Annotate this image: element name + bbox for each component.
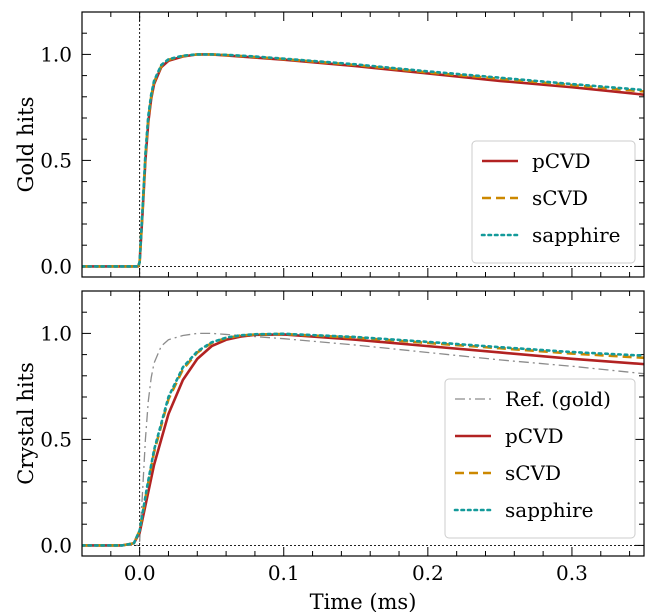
y-tick-label: 1.0 bbox=[40, 42, 72, 66]
plot-frame bbox=[81, 11, 645, 278]
legend-label-scvd: sCVD bbox=[532, 186, 588, 210]
x-axis-label: Time (ms) bbox=[310, 590, 417, 612]
legend: Ref. (gold) pCVD sCVD sapphire bbox=[444, 378, 636, 539]
legend-label-pcvd: pCVD bbox=[505, 424, 564, 448]
y-tick-label: 0.0 bbox=[40, 254, 72, 278]
y-tick-label: 0.5 bbox=[40, 148, 72, 172]
x-tick-label: 0.2 bbox=[412, 561, 444, 585]
legend-label-sapphire: sapphire bbox=[505, 498, 593, 522]
crystal-hits-panel: 0.0 0.5 1.0 0.0 0.1 0.2 0.3 Crystal hits Time (m… bbox=[14, 290, 645, 612]
y-tick-label: 0.0 bbox=[40, 533, 72, 557]
x-tick-label: 0.0 bbox=[124, 561, 156, 585]
series-group bbox=[82, 53, 644, 268]
legend-box bbox=[444, 378, 636, 539]
legend-label-ref-gold: Ref. (gold) bbox=[505, 387, 611, 411]
legend-label-sapphire: sapphire bbox=[532, 223, 620, 247]
series-line-ref-gold bbox=[82, 332, 644, 547]
y-axis-label: Gold hits bbox=[14, 97, 38, 193]
legend: pCVD sCVD sapphire bbox=[471, 140, 636, 264]
legend-label-pcvd: pCVD bbox=[532, 149, 591, 173]
series-group bbox=[82, 332, 644, 547]
legend-label-scvd: sCVD bbox=[505, 461, 561, 485]
y-tick-label: 0.5 bbox=[40, 427, 72, 451]
legend-box bbox=[471, 140, 636, 264]
x-tick-label: 0.3 bbox=[556, 561, 588, 585]
y-axis-label: Crystal hits bbox=[14, 362, 38, 485]
x-tick-label: 0.1 bbox=[268, 561, 300, 585]
plot-frame bbox=[81, 290, 645, 557]
gold-hits-panel: 0.0 0.5 1.0 Gold hits pCVD sCVD sapphire bbox=[14, 11, 645, 278]
series-line-sapphire bbox=[82, 332, 644, 547]
series-line-sapphire bbox=[82, 53, 644, 268]
y-tick-label: 1.0 bbox=[40, 321, 72, 345]
